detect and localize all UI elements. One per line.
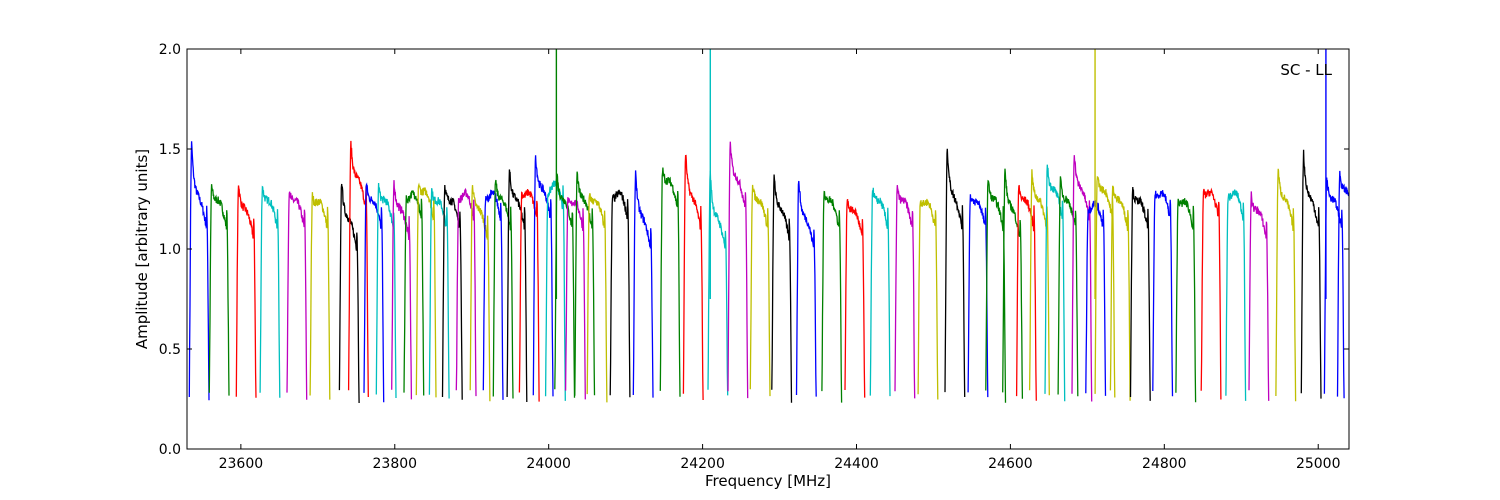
spectrum-segment-8	[363, 182, 385, 403]
spectrum-segment-27	[609, 189, 631, 398]
spectrum-segment-37	[844, 199, 866, 398]
spectrum-segment-28	[632, 170, 654, 398]
spectrum-segment-60	[1300, 149, 1322, 399]
spectrum-segment-38	[869, 187, 891, 397]
y-tick-label: 0.5	[159, 342, 181, 358]
spectrum-segment-23	[554, 173, 576, 398]
spectrum-segment-59	[1275, 168, 1297, 402]
spectrum-segment-13	[428, 188, 450, 399]
spectrum-segment-58	[1248, 191, 1270, 401]
data-layer	[188, 49, 1349, 404]
spectrum-segment-45	[1015, 184, 1037, 401]
x-tick-label: 25000	[1296, 456, 1341, 472]
spectrum-segment-40	[917, 198, 939, 400]
spectrum-segment-25	[574, 171, 596, 396]
spectrum-segment-47	[1044, 164, 1066, 402]
spectrum-segment-10	[391, 180, 413, 400]
x-tick-label: 24600	[988, 456, 1033, 472]
spectrum-segment-35	[795, 180, 817, 397]
ticks-layer: 23600 23800 24000 24200 24400 24600 24800 25000…	[159, 42, 1349, 472]
spectrum-segment-36	[821, 190, 843, 403]
spectrum-segment-39	[894, 185, 916, 399]
spectrum-segment-19	[506, 169, 528, 403]
spectrum-segment-30	[682, 154, 704, 401]
spectrum-segment-21	[532, 155, 554, 397]
spectrum-segment-54	[1152, 190, 1174, 397]
spectrum-segment-49	[1071, 155, 1093, 402]
spectrum-segment-4	[286, 191, 308, 400]
spectrum-segment-34	[771, 174, 793, 403]
spectrum-segment-52	[1109, 185, 1131, 401]
spectrum-segment-61	[1323, 177, 1345, 399]
spectrum-segment-2	[235, 185, 257, 398]
spectrum-segment-18	[492, 179, 514, 399]
spectrum-segment-12	[415, 182, 437, 398]
spectrum-segment-56	[1200, 187, 1222, 400]
spectrum-segment-22	[544, 178, 566, 401]
spectrum-segment-31	[707, 170, 729, 396]
x-tick-label: 23600	[219, 456, 264, 472]
x-tick-label: 24800	[1142, 456, 1187, 472]
y-tick-label: 0.0	[159, 442, 181, 458]
x-tick-label: 24400	[834, 456, 879, 472]
spectrum-segment-48	[1057, 176, 1079, 397]
spectrum-segment-16	[469, 185, 491, 402]
x-axis-label: Frequency [MHz]	[705, 472, 831, 490]
spectrum-segment-42	[967, 194, 989, 398]
spectrum-segment-53	[1129, 186, 1151, 401]
spectrum-segment-20	[518, 188, 540, 402]
x-tick-label: 24000	[526, 456, 571, 472]
spectrum-segment-26	[586, 192, 608, 403]
spectrum-segment-57	[1225, 189, 1247, 401]
spectrum-segment-44	[1002, 168, 1024, 399]
spectrum-segment-24	[564, 197, 586, 400]
spectrum-segment-11	[403, 190, 425, 396]
spectrum-segment-33	[749, 184, 771, 397]
chart-annotation: SC - LL	[1280, 61, 1332, 79]
spectrum-segment-15	[455, 187, 477, 397]
spectrum-segment-55	[1175, 198, 1197, 403]
spectrum-segment-0	[188, 141, 210, 401]
spectrum-segment-1	[208, 184, 230, 396]
spectrum-segment-3	[259, 185, 281, 398]
y-axis-label: Amplitude [arbitrary units]	[133, 149, 151, 349]
spectrum-segment-29	[659, 167, 681, 397]
y-tick-label: 1.0	[159, 242, 181, 258]
spectrum-segment-41	[944, 148, 966, 398]
x-tick-label: 23800	[373, 456, 418, 472]
y-tick-label: 2.0	[159, 42, 181, 58]
spectrum-segment-5	[309, 192, 331, 400]
spectrum-segment-7	[347, 140, 369, 398]
y-tick-label: 1.5	[159, 142, 181, 158]
spectrum-segment-62	[1336, 170, 1349, 397]
x-tick-label: 24200	[680, 456, 725, 472]
spectrum-segment-14	[441, 184, 463, 400]
spectrum-segment-43	[985, 179, 1007, 403]
spectrum-segment-32	[727, 141, 749, 399]
spectrum-segment-17	[482, 189, 504, 400]
